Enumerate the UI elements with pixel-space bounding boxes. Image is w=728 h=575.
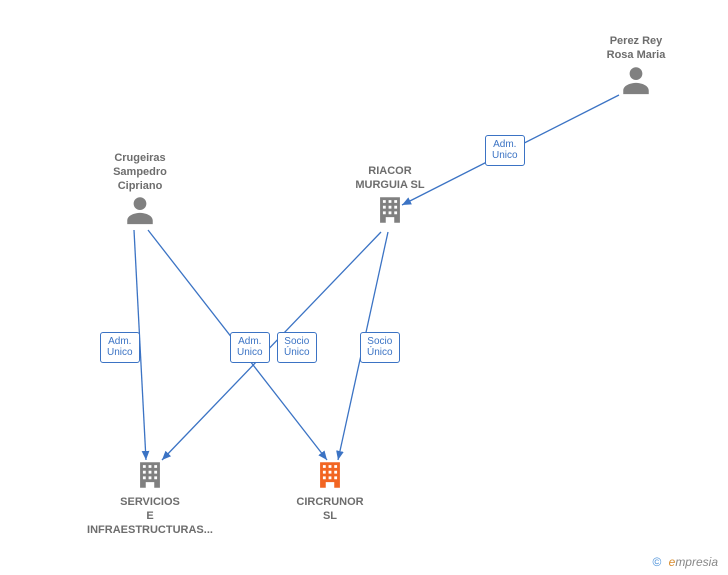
edge-label-e_crugeiras_servicios[interactable]: Adm. Unico [100,332,140,363]
diagram-canvas: Adm. UnicoAdm. UnicoAdm. UnicoSocio Únic… [0,0,728,575]
node-label: Crugeiras Sampedro Cipriano [70,152,210,193]
node-label: Perez Rey Rosa Maria [566,35,706,63]
copyright-symbol: © [652,555,661,569]
edge-label-e_riacor_servicios[interactable]: Socio Único [277,332,317,363]
edge-label-e_riacor_circrunor[interactable]: Socio Único [360,332,400,363]
watermark: © empresia [652,555,718,569]
node-perez[interactable]: Perez Rey Rosa Maria [566,31,706,97]
building-icon [133,458,167,492]
edge-label-e_perez_riacor[interactable]: Adm. Unico [485,135,525,166]
brand-rest: mpresia [675,555,718,569]
building-icon [313,458,347,492]
building-icon [373,193,407,227]
person-icon [619,63,653,97]
node-circrunor[interactable]: CIRCRUNOR SL [260,458,400,524]
node-label: RIACOR MURGUIA SL [320,165,460,193]
edge-label-e_crugeiras_circrunor[interactable]: Adm. Unico [230,332,270,363]
node-crugeiras[interactable]: Crugeiras Sampedro Cipriano [70,148,210,227]
node-riacor[interactable]: RIACOR MURGUIA SL [320,161,460,227]
node-label: SERVICIOS E INFRAESTRUCTURAS... [80,496,220,537]
node-label: CIRCRUNOR SL [260,496,400,524]
node-servicios[interactable]: SERVICIOS E INFRAESTRUCTURAS... [80,458,220,537]
person-icon [123,193,157,227]
edge-e_riacor_servicios [162,232,381,460]
